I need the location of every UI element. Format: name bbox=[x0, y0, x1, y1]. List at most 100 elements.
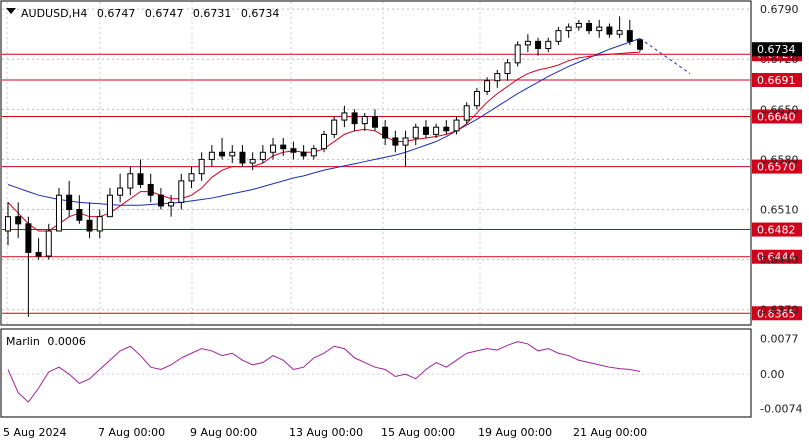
candle-body bbox=[586, 22, 593, 32]
indicator-name: Marlin bbox=[6, 335, 40, 348]
candle-body bbox=[219, 151, 226, 157]
candle-body bbox=[422, 126, 429, 135]
time-axis: 5 Aug 2024 7 Aug 00:00 9 Aug 00:00 13 Aug 0… bbox=[3, 426, 647, 439]
level-label-bg bbox=[752, 222, 802, 237]
current-price-bg bbox=[752, 42, 802, 57]
chart-dropdown-icon[interactable] bbox=[6, 8, 16, 14]
candle-body bbox=[35, 251, 42, 257]
candle-body bbox=[535, 40, 542, 50]
candle-body bbox=[157, 194, 164, 207]
candle-body bbox=[15, 216, 22, 225]
candlesticks[interactable] bbox=[5, 16, 643, 317]
candle-body bbox=[484, 80, 491, 92]
time-tick-label: 21 Aug 00:00 bbox=[573, 426, 647, 439]
level-label-bg bbox=[752, 306, 802, 321]
candle-body bbox=[371, 115, 378, 128]
candle-body bbox=[606, 26, 613, 35]
osc-tick-label: 0.00 bbox=[760, 368, 785, 381]
candle-body bbox=[616, 30, 623, 35]
level-lines: 0.67270.66910.66400.65700.64820.64440.63… bbox=[2, 47, 802, 321]
ma-slow-line bbox=[7, 38, 641, 206]
time-tick-label: 19 Aug 00:00 bbox=[478, 426, 552, 439]
candle-body bbox=[147, 183, 154, 196]
level-label-bg bbox=[752, 249, 802, 264]
candle-body bbox=[66, 194, 73, 211]
low-value: 0.6731 bbox=[193, 7, 232, 20]
open-value: 0.6747 bbox=[97, 7, 136, 20]
oscillator-series: 0.0077 0.00 -0.0074 bbox=[2, 332, 802, 416]
candle-body bbox=[178, 180, 185, 203]
candle-body bbox=[188, 173, 195, 182]
current-price-label: 0.6734 bbox=[757, 43, 796, 56]
price-tick-label: 0.6580 bbox=[760, 153, 799, 166]
candle-body bbox=[300, 151, 307, 157]
time-tick-label: 15 Aug 00:00 bbox=[381, 426, 455, 439]
candle-body bbox=[382, 126, 389, 139]
candle-body bbox=[494, 73, 501, 82]
candle-body bbox=[5, 216, 11, 232]
time-tick-label: 7 Aug 00:00 bbox=[98, 426, 165, 439]
level-label-bg bbox=[752, 109, 802, 124]
candle-body bbox=[341, 112, 348, 121]
candle-body bbox=[25, 223, 32, 253]
level-label: 0.6570 bbox=[757, 161, 796, 174]
candle-body bbox=[637, 39, 643, 50]
level-label: 0.6691 bbox=[757, 74, 796, 87]
candle-body bbox=[55, 194, 62, 232]
candle-body bbox=[504, 62, 511, 75]
candle-body bbox=[412, 126, 419, 139]
candle-body bbox=[45, 230, 52, 257]
candle-body bbox=[433, 126, 440, 135]
candle-body bbox=[545, 40, 552, 50]
price-tick-label: 0.6650 bbox=[760, 103, 799, 116]
candle-body bbox=[392, 137, 399, 146]
indicator-value: 0.0006 bbox=[47, 335, 86, 348]
candle-body bbox=[76, 209, 83, 221]
candle-body bbox=[402, 137, 409, 146]
osc-line bbox=[7, 341, 641, 403]
ma-slow-projection bbox=[639, 38, 691, 74]
candle-body bbox=[575, 22, 582, 28]
candle-body bbox=[626, 30, 633, 42]
chart-header: AUDUSD,H4 0.6747 0.6747 0.6731 0.6734 bbox=[21, 7, 279, 20]
candle-body bbox=[137, 173, 144, 185]
candle-body bbox=[351, 112, 358, 125]
candle-body bbox=[331, 119, 338, 135]
candle-body bbox=[106, 194, 113, 218]
price-tick-label: 0.6510 bbox=[760, 204, 799, 217]
candle-body bbox=[239, 151, 246, 164]
candle-body bbox=[270, 144, 277, 153]
level-label-bg bbox=[752, 72, 802, 87]
indicator-panel bbox=[0, 328, 752, 418]
candle-body bbox=[198, 158, 205, 175]
candle-body bbox=[524, 40, 531, 46]
price-grid bbox=[2, 2, 750, 324]
price-tick-label: 0.6790 bbox=[760, 3, 799, 16]
osc-tick-label: -0.0074 bbox=[760, 403, 802, 416]
candle-body bbox=[117, 187, 124, 196]
price-axis: 0.6790 0.6720 0.6650 0.6580 0.6510 0.6440 0.63… bbox=[752, 3, 802, 317]
close-value: 0.6734 bbox=[241, 7, 280, 20]
candle-body bbox=[249, 158, 256, 164]
level-label-bg bbox=[752, 159, 802, 174]
high-value: 0.6747 bbox=[145, 7, 184, 20]
candle-body bbox=[280, 144, 287, 150]
osc-tick-label: 0.0077 bbox=[760, 332, 799, 345]
price-tick-label: 0.6720 bbox=[760, 53, 799, 66]
candle-body bbox=[596, 26, 603, 32]
price-panel bbox=[0, 0, 752, 326]
candle-body bbox=[208, 151, 215, 160]
candle-body bbox=[310, 148, 317, 157]
level-label: 0.6482 bbox=[757, 224, 796, 237]
symbol-label: AUDUSD,H4 bbox=[21, 7, 87, 20]
candle-body bbox=[463, 105, 470, 121]
candle-body bbox=[290, 148, 297, 153]
candle-body bbox=[229, 151, 236, 157]
candle-body bbox=[96, 216, 103, 232]
time-tick-label: 13 Aug 00:00 bbox=[289, 426, 363, 439]
candle-body bbox=[473, 90, 480, 107]
level-label: 0.6640 bbox=[757, 110, 796, 123]
price-tick-label: 0.6440 bbox=[760, 254, 799, 267]
candle-body bbox=[86, 219, 93, 232]
